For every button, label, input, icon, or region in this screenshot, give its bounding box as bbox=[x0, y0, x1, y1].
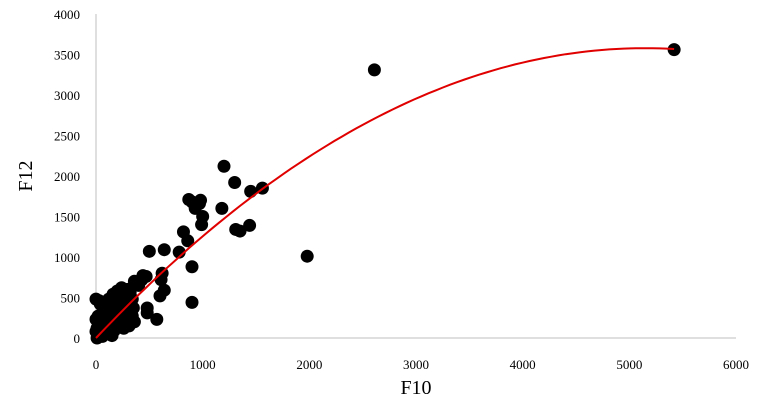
y-tick-label: 2500 bbox=[54, 129, 80, 144]
data-point bbox=[126, 301, 140, 315]
data-point bbox=[172, 245, 186, 259]
y-tick-label: 0 bbox=[74, 331, 81, 346]
data-point bbox=[195, 218, 209, 232]
x-tick-label: 5000 bbox=[616, 357, 642, 372]
data-point bbox=[110, 292, 124, 306]
data-point bbox=[215, 201, 229, 215]
data-point bbox=[153, 289, 167, 303]
data-point bbox=[243, 218, 257, 232]
data-point bbox=[228, 175, 242, 189]
data-point bbox=[154, 273, 168, 287]
y-tick-label: 1500 bbox=[54, 210, 80, 225]
data-point bbox=[105, 329, 119, 343]
y-tick-label: 1000 bbox=[54, 250, 80, 265]
y-tick-label: 4000 bbox=[54, 7, 80, 22]
x-tick-label: 1000 bbox=[190, 357, 216, 372]
x-tick-label: 3000 bbox=[403, 357, 429, 372]
x-tick-label: 2000 bbox=[296, 357, 322, 372]
data-point bbox=[185, 295, 199, 309]
y-tick-label: 500 bbox=[61, 291, 81, 306]
x-axis-title: F10 bbox=[400, 377, 431, 399]
data-point bbox=[157, 243, 171, 257]
data-point bbox=[92, 323, 106, 337]
y-tick-label: 3500 bbox=[54, 48, 80, 63]
x-tick-label: 6000 bbox=[723, 357, 749, 372]
data-point bbox=[229, 222, 243, 236]
data-point bbox=[182, 192, 196, 206]
data-points bbox=[89, 43, 681, 345]
data-point bbox=[127, 315, 141, 329]
y-axis-title: F12 bbox=[15, 160, 37, 191]
data-point bbox=[142, 244, 156, 258]
data-point bbox=[367, 63, 381, 77]
y-tick-label: 3000 bbox=[54, 88, 80, 103]
data-point bbox=[185, 260, 199, 274]
data-point bbox=[150, 312, 164, 326]
x-tick-label: 0 bbox=[93, 357, 100, 372]
y-tick-labels: 0 500 1000 1500 2000 2500 3000 3500 4000 bbox=[54, 7, 80, 346]
data-point bbox=[99, 302, 113, 316]
data-point bbox=[176, 225, 190, 239]
data-point bbox=[140, 306, 154, 320]
data-point bbox=[667, 43, 681, 57]
data-point bbox=[300, 249, 314, 263]
data-point bbox=[244, 184, 258, 198]
x-tick-labels: 0 1000 2000 3000 4000 5000 6000 bbox=[93, 357, 749, 372]
trendline bbox=[95, 47, 675, 339]
x-tick-label: 4000 bbox=[510, 357, 536, 372]
data-point bbox=[217, 159, 231, 173]
y-tick-label: 2000 bbox=[54, 169, 80, 184]
